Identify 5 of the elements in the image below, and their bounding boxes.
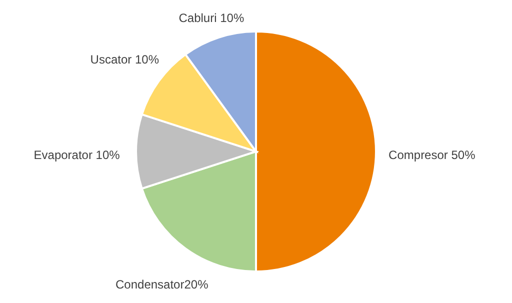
slice-label: Compresor 50% [388, 148, 476, 162]
slice-label: Condensator20% [115, 278, 209, 292]
slice-label: Evaporator 10% [34, 148, 120, 162]
slice-label: Cabluri 10% [178, 10, 244, 25]
slice-label: Uscator 10% [90, 52, 160, 67]
